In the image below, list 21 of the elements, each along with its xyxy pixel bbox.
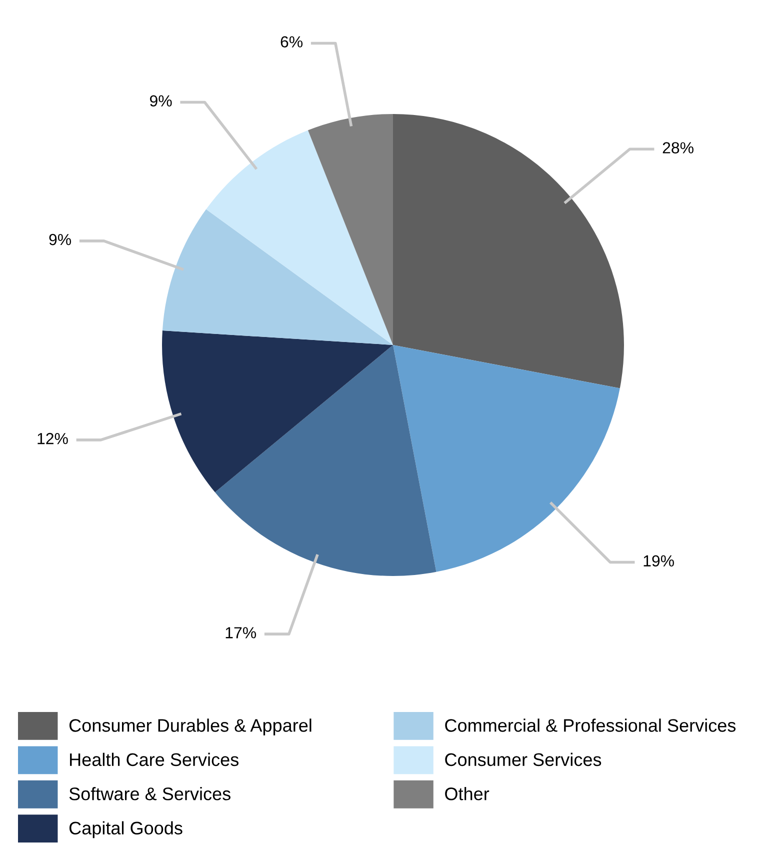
legend-label: Consumer Durables & Apparel: [69, 718, 312, 736]
data-label: 12%: [38, 432, 68, 444]
pie-slice: [393, 114, 624, 388]
pie-slice: [393, 345, 620, 572]
legend-label: Capital Goods: [69, 821, 182, 838]
pie-slice: [162, 209, 393, 345]
pie-slice: [215, 345, 436, 576]
legend-label: Consumer Services: [445, 752, 602, 766]
data-label: 9%: [49, 234, 72, 246]
data-label: 28%: [662, 142, 694, 154]
data-label: 9%: [150, 95, 172, 107]
legend-label: Commercial & Professional Services: [445, 718, 736, 732]
data-label: 19%: [644, 555, 674, 567]
data-label: 6%: [280, 36, 303, 48]
legend-label: Health Care Services: [70, 752, 238, 766]
pie-slice: [308, 114, 393, 345]
legend-label: Software & Services: [69, 787, 230, 800]
pie-slice: [206, 130, 393, 345]
data-label: 17%: [226, 627, 256, 638]
pie-slice: [162, 330, 393, 492]
legend-label: Other: [445, 787, 490, 800]
